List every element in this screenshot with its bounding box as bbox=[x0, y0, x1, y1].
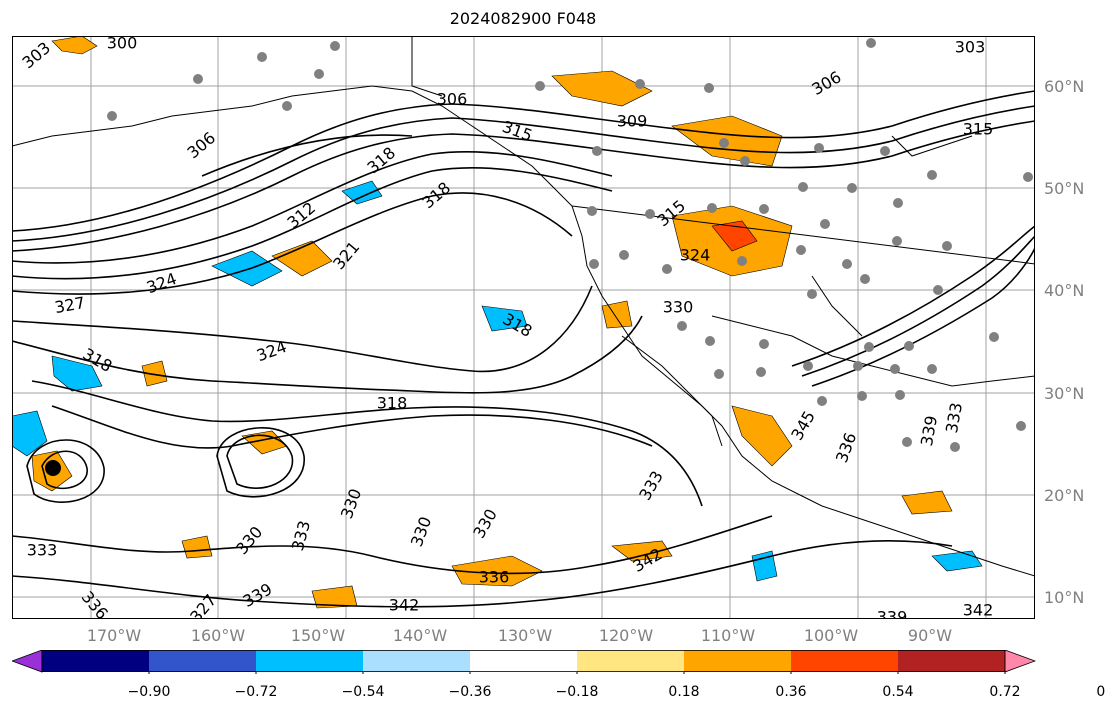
potential-temperature-contours bbox=[12, 90, 1035, 608]
colorbar-tick-label: −0.18 bbox=[555, 684, 599, 700]
lat-label-20n: 20°N bbox=[1044, 486, 1085, 505]
lon-label-120w: 120°W bbox=[598, 626, 654, 645]
lon-label-130w: 130°W bbox=[497, 626, 553, 645]
colorbar-segment bbox=[42, 650, 150, 672]
storm-center-marker bbox=[45, 460, 61, 476]
contour-label: 303 bbox=[955, 38, 986, 57]
colorbar-segment bbox=[791, 650, 899, 672]
colorbar-extend-high bbox=[1004, 650, 1036, 673]
colorbar-segment bbox=[363, 650, 471, 672]
colorbar-tick-label: 0.90 bbox=[1096, 684, 1105, 700]
colorbar bbox=[12, 650, 1036, 674]
colorbar-segment bbox=[898, 650, 1006, 672]
contour-label: 309 bbox=[617, 112, 648, 131]
omega-shading bbox=[12, 36, 983, 609]
colorbar-tick-label: 0.18 bbox=[668, 684, 700, 700]
colorbar-tick-label: 0.36 bbox=[775, 684, 807, 700]
contour-label: 342 bbox=[389, 596, 420, 615]
colorbar-segment bbox=[256, 650, 364, 672]
lat-label-10n: 10°N bbox=[1044, 588, 1085, 607]
colorbar-segment bbox=[470, 650, 578, 672]
colorbar-tick-label: −0.90 bbox=[127, 684, 171, 700]
contour-label: 333 bbox=[27, 541, 58, 560]
lat-label-40n: 40°N bbox=[1044, 281, 1085, 300]
colorbar-segment bbox=[149, 650, 257, 672]
colorbar-tick-label: −0.54 bbox=[341, 684, 385, 700]
colorbar-tick-label: −0.72 bbox=[234, 684, 278, 700]
contour-label: 330 bbox=[663, 298, 694, 317]
lat-label-30n: 30°N bbox=[1044, 384, 1085, 403]
lon-label-140w: 140°W bbox=[392, 626, 448, 645]
lon-label-160w: 160°W bbox=[190, 626, 246, 645]
contour-label: 342 bbox=[963, 601, 994, 620]
lon-label-100w: 100°W bbox=[803, 626, 859, 645]
contour-label: 306 bbox=[437, 90, 468, 109]
contour-label: 318 bbox=[377, 394, 408, 413]
contour-label: 315 bbox=[963, 120, 994, 139]
map-title: 2024082900 F048 bbox=[449, 9, 597, 28]
lon-label-170w: 170°W bbox=[86, 626, 142, 645]
station-dots bbox=[107, 38, 1033, 452]
colorbar-tick-label: −0.36 bbox=[448, 684, 492, 700]
lon-label-150w: 150°W bbox=[290, 626, 346, 645]
contour-label: 339 bbox=[877, 608, 908, 620]
contour-label: 300 bbox=[107, 36, 138, 53]
colorbar-tick-label: 0.54 bbox=[882, 684, 914, 700]
lon-label-90w: 90°W bbox=[907, 626, 953, 645]
contour-label: 336 bbox=[479, 568, 510, 587]
grid-lines bbox=[12, 36, 1035, 619]
colorbar-extend-low bbox=[12, 650, 43, 673]
contour-label: 324 bbox=[680, 246, 711, 265]
colorbar-segment bbox=[577, 650, 685, 672]
lat-label-50n: 50°N bbox=[1044, 179, 1085, 198]
colorbar-tick-label: 0.72 bbox=[989, 684, 1021, 700]
colorbar-segment bbox=[684, 650, 792, 672]
lon-label-110w: 110°W bbox=[700, 626, 756, 645]
lat-label-60n: 60°N bbox=[1044, 77, 1085, 96]
